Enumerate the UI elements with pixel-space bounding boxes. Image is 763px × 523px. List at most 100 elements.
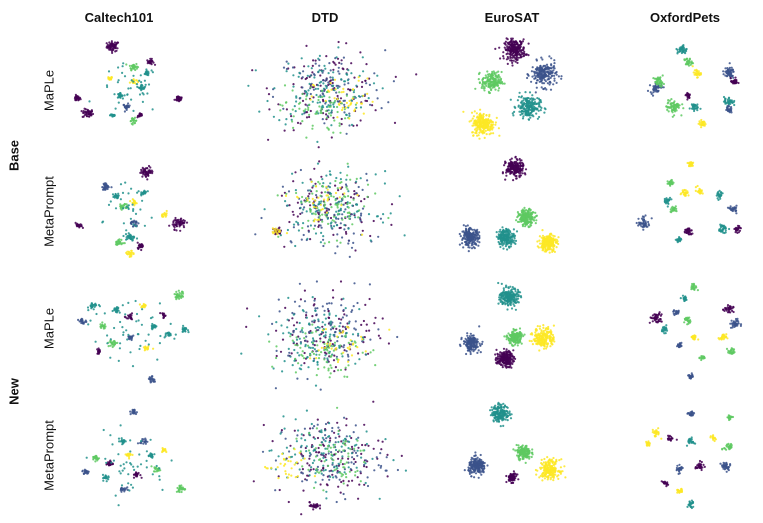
point bbox=[345, 178, 348, 181]
point bbox=[357, 76, 360, 79]
point bbox=[727, 73, 731, 77]
point bbox=[511, 45, 514, 48]
cluster bbox=[88, 62, 154, 112]
point bbox=[516, 211, 520, 214]
point bbox=[344, 117, 347, 120]
point bbox=[153, 63, 157, 66]
point bbox=[723, 231, 726, 235]
point bbox=[307, 195, 310, 198]
cluster bbox=[718, 223, 731, 235]
point bbox=[670, 181, 673, 185]
point bbox=[331, 219, 334, 222]
point bbox=[675, 109, 678, 112]
point bbox=[686, 161, 689, 165]
point bbox=[511, 61, 514, 64]
point bbox=[522, 99, 525, 102]
point bbox=[519, 101, 523, 104]
point bbox=[514, 47, 517, 50]
point bbox=[138, 93, 142, 96]
point bbox=[464, 225, 467, 228]
point bbox=[287, 190, 291, 193]
point bbox=[521, 105, 524, 108]
cluster bbox=[86, 302, 101, 312]
point bbox=[294, 244, 297, 248]
point bbox=[140, 248, 143, 252]
point bbox=[701, 192, 704, 195]
point bbox=[328, 112, 331, 115]
point bbox=[716, 193, 719, 196]
point bbox=[477, 134, 480, 137]
point bbox=[667, 199, 670, 202]
point bbox=[141, 175, 144, 178]
point bbox=[374, 173, 377, 176]
point bbox=[174, 216, 177, 220]
point bbox=[117, 93, 120, 96]
point bbox=[398, 195, 401, 198]
point bbox=[340, 102, 344, 105]
point bbox=[345, 42, 348, 45]
point bbox=[339, 222, 342, 225]
point bbox=[680, 46, 683, 49]
point bbox=[317, 57, 320, 60]
point bbox=[122, 103, 125, 107]
point bbox=[478, 137, 481, 140]
point bbox=[326, 114, 329, 118]
point bbox=[403, 234, 406, 237]
point bbox=[555, 246, 558, 249]
point bbox=[130, 312, 134, 315]
point bbox=[724, 67, 727, 70]
point bbox=[380, 107, 383, 110]
point bbox=[478, 234, 481, 238]
point bbox=[329, 216, 333, 220]
point bbox=[142, 193, 145, 196]
point bbox=[482, 85, 485, 88]
point bbox=[332, 131, 335, 134]
point bbox=[185, 221, 189, 224]
point bbox=[339, 171, 342, 174]
point bbox=[168, 224, 171, 227]
point bbox=[502, 57, 505, 60]
point bbox=[688, 107, 691, 110]
point bbox=[512, 239, 516, 242]
point bbox=[514, 175, 517, 178]
point bbox=[481, 114, 485, 117]
point bbox=[683, 58, 686, 61]
point bbox=[343, 111, 346, 114]
point bbox=[535, 81, 538, 84]
point bbox=[302, 222, 305, 225]
point bbox=[461, 237, 464, 240]
point bbox=[382, 213, 385, 216]
point bbox=[143, 189, 146, 192]
point bbox=[537, 68, 540, 71]
point bbox=[131, 203, 134, 206]
point bbox=[325, 109, 328, 113]
panel-base-metaprompt-caltech101 bbox=[74, 164, 189, 258]
point bbox=[273, 87, 276, 90]
point bbox=[308, 189, 312, 192]
point bbox=[364, 79, 367, 82]
point bbox=[682, 46, 685, 49]
point bbox=[295, 191, 298, 195]
point bbox=[538, 98, 541, 102]
point bbox=[476, 115, 479, 118]
point bbox=[322, 182, 325, 185]
point bbox=[733, 103, 736, 107]
point bbox=[134, 65, 137, 68]
point bbox=[471, 238, 474, 241]
point bbox=[274, 227, 277, 230]
cluster bbox=[74, 221, 84, 229]
point bbox=[512, 47, 515, 50]
point bbox=[517, 104, 520, 107]
point bbox=[305, 116, 309, 119]
point bbox=[656, 90, 660, 93]
point bbox=[355, 124, 359, 127]
point bbox=[336, 245, 339, 248]
point bbox=[511, 112, 514, 115]
point bbox=[107, 47, 110, 50]
point bbox=[542, 87, 545, 91]
point bbox=[557, 75, 561, 78]
point bbox=[529, 209, 532, 212]
point bbox=[105, 84, 109, 87]
point bbox=[80, 223, 83, 226]
point bbox=[347, 88, 350, 91]
